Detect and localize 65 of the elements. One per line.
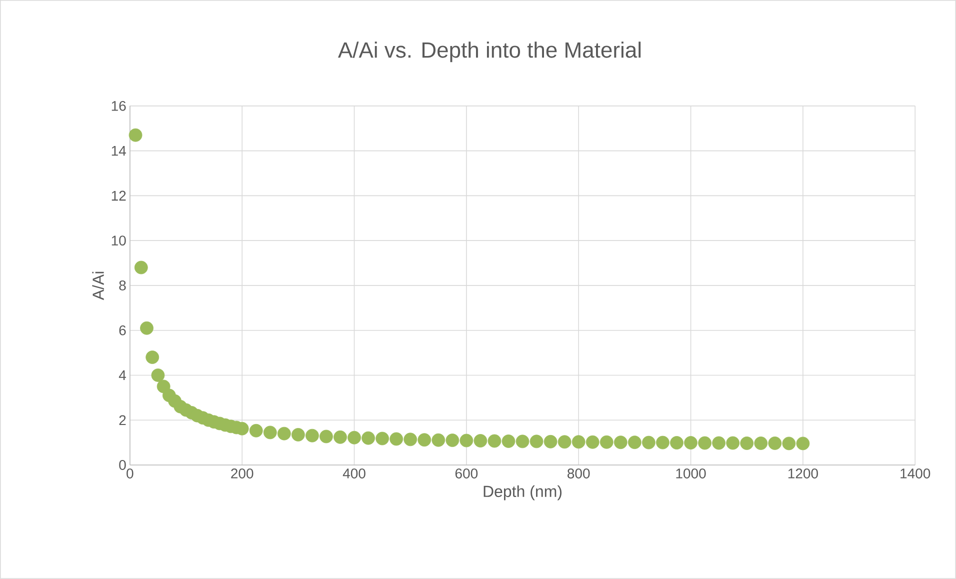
y-tick-label: 2 (119, 415, 126, 426)
point (277, 426, 291, 440)
x-tick-label: 800 (568, 468, 590, 478)
point (726, 436, 740, 450)
point (306, 428, 319, 442)
point (614, 436, 628, 450)
point (768, 436, 782, 450)
x-tick-label: 0 (126, 468, 134, 478)
x-axis-title: Depth (nm) (484, 485, 562, 500)
point (376, 432, 390, 446)
x-tick-label: 600 (455, 468, 478, 478)
x-tick-label: 1000 (676, 468, 706, 478)
point (670, 436, 684, 450)
x-tick-label: 1200 (788, 468, 818, 478)
y-tick-label: 4 (118, 370, 126, 380)
point (740, 436, 754, 450)
point (488, 434, 502, 448)
x-tick-label: 200 (231, 468, 254, 478)
y-axis-title: A/Ai (92, 272, 104, 300)
point (656, 436, 670, 450)
y-tick-label: 14 (112, 146, 126, 156)
point (516, 434, 530, 448)
point (390, 432, 404, 446)
point (474, 434, 488, 448)
point (558, 435, 572, 449)
point (586, 435, 600, 449)
y-tick-label: 0 (119, 460, 126, 470)
point (446, 434, 460, 448)
point (544, 434, 558, 448)
point (146, 350, 160, 364)
point (782, 436, 796, 450)
point (712, 436, 726, 450)
point (600, 435, 614, 449)
point (263, 426, 277, 440)
x-tick-label: 1400 (900, 468, 930, 478)
point (796, 436, 810, 450)
point (684, 436, 698, 450)
point (432, 433, 446, 447)
point (572, 435, 586, 449)
point (460, 434, 474, 448)
point (151, 368, 165, 382)
point (418, 433, 432, 447)
point (404, 432, 418, 446)
point (642, 436, 656, 450)
point (754, 436, 768, 450)
chart-title: A/Ai vs. Depth into the Material (338, 42, 641, 62)
point (249, 424, 263, 438)
y-tick-label: 12 (112, 190, 126, 201)
y-tick-label: 16 (112, 100, 126, 111)
y-tick-label: 8 (119, 280, 126, 290)
y-tick-label: 10 (112, 236, 126, 246)
point (320, 430, 333, 444)
x-tick-label: 400 (342, 468, 366, 478)
point (698, 436, 712, 450)
point (628, 436, 642, 450)
point (334, 430, 347, 444)
point (140, 321, 154, 335)
point (530, 434, 544, 448)
point (348, 430, 361, 444)
point (291, 428, 305, 442)
point (134, 260, 148, 274)
y-tick-label: 6 (119, 325, 126, 336)
point (362, 431, 375, 445)
point (502, 434, 516, 448)
point (128, 128, 142, 142)
